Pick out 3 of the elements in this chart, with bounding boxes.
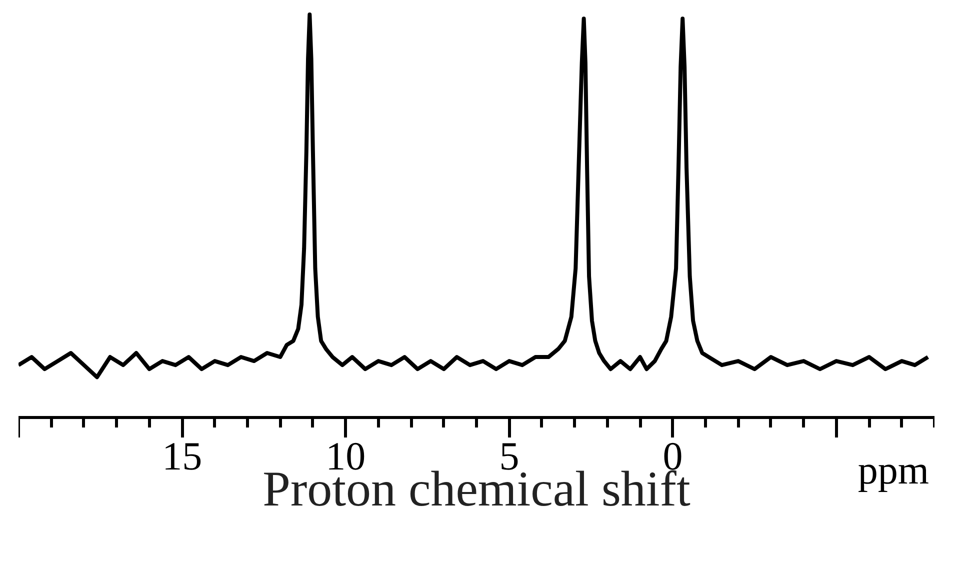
x-tick-label: 15 xyxy=(162,433,202,478)
x-tick-label: 5 xyxy=(499,433,520,478)
text: ppm xyxy=(858,447,930,492)
